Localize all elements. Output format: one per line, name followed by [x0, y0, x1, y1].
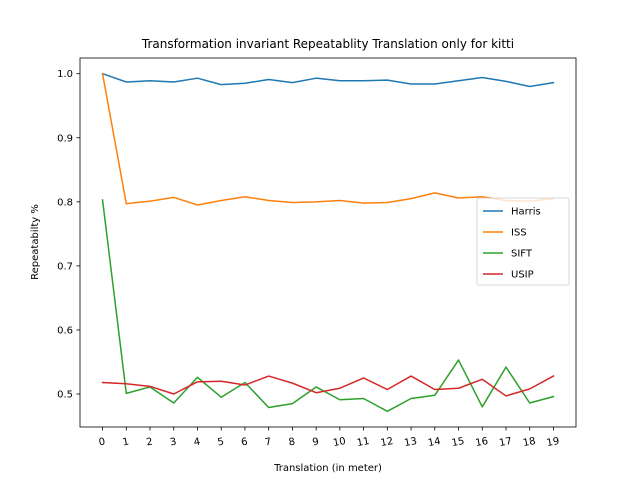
- x-tick-label: 2: [145, 437, 153, 449]
- chart-title: Transformation invariant Repeatablity Tr…: [141, 37, 514, 51]
- x-tick-label: 1: [122, 437, 130, 449]
- x-tick-label: 18: [522, 436, 536, 449]
- x-tick-label: 8: [288, 437, 296, 449]
- x-tick-label: 10: [332, 436, 346, 449]
- series-line-harris: [101, 72, 555, 88]
- series-line-sift: [101, 199, 555, 413]
- x-tick-label: 9: [312, 437, 320, 449]
- x-tick-label: 15: [451, 436, 465, 449]
- y-tick-label: 0.6: [57, 325, 73, 336]
- x-tick-label: 6: [240, 437, 248, 449]
- y-tick-label: 0.9: [57, 133, 73, 144]
- x-tick-label: 3: [169, 437, 177, 449]
- x-tick-label: 7: [264, 437, 272, 449]
- y-axis-label: Repeatabilty %: [30, 204, 41, 280]
- x-tick-label: 17: [498, 436, 512, 449]
- x-tick-label: 19: [546, 436, 560, 449]
- legend-label-sift: SIFT: [511, 249, 533, 260]
- y-tick-label: 0.8: [57, 197, 73, 208]
- legend-label-usip: USIP: [511, 270, 534, 281]
- y-axis: 0.5 0.6 0.7 0.8 0.9 1.0: [57, 69, 80, 401]
- legend-label-iss: ISS: [511, 228, 527, 239]
- series-line-usip: [101, 375, 555, 397]
- x-axis: 0 1 2 3 4 5 6 7 8 9 10 11 12 13 14 15 16 17 18 19: [98, 427, 560, 449]
- x-tick-label: 11: [356, 436, 370, 449]
- plot-area: [101, 72, 555, 413]
- x-tick-label: 16: [475, 436, 489, 449]
- series-line-iss: [101, 72, 555, 206]
- x-tick-label: 14: [427, 436, 441, 449]
- legend: Harris ISS SIFT USIP: [476, 197, 570, 286]
- y-tick-label: 1.0: [57, 69, 73, 80]
- x-tick-label: 12: [380, 436, 394, 449]
- axes-frame: [79, 57, 577, 428]
- legend-label-harris: Harris: [511, 207, 541, 218]
- y-tick-label: 0.5: [57, 390, 73, 401]
- legend-box: [476, 197, 570, 286]
- x-tick-label: 13: [403, 436, 417, 449]
- x-axis-label: Translation (in meter): [273, 463, 382, 474]
- x-tick-label: 4: [193, 437, 201, 449]
- x-tick-label: 0: [98, 437, 106, 449]
- y-tick-label: 0.7: [57, 261, 73, 272]
- x-tick-label: 5: [217, 437, 225, 449]
